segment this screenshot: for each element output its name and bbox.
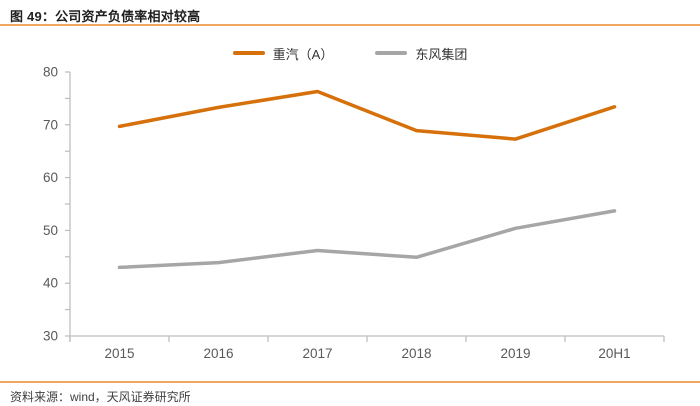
legend-swatch-1 (375, 51, 408, 55)
line-chart: 30 40 50 60 70 80 2015 2016 2017 2018 2019 20H1 (43, 65, 665, 361)
x-axis-label: 2016 (203, 346, 233, 361)
y-axis-label: 40 (43, 276, 58, 291)
series-line-1 (117, 209, 617, 270)
y-axis-label: 30 (43, 329, 58, 344)
footer-divider-line (0, 381, 700, 383)
y-axis-label: 60 (43, 170, 58, 185)
legend-label-0: 重汽（A） (272, 46, 334, 62)
figure-title: 图 49：公司资产负债率相对较高 (10, 9, 201, 24)
x-axis-label: 2017 (302, 346, 332, 361)
legend-label-1: 东风集团 (415, 46, 468, 62)
source-note: 资料来源：wind，天风证券研究所 (10, 390, 191, 404)
legend-item-0: 重汽（A） (232, 44, 334, 63)
legend-item-1: 东风集团 (375, 44, 467, 63)
y-axis-label: 50 (43, 223, 58, 238)
x-axis-label: 2015 (104, 346, 134, 361)
series-line-0 (117, 89, 617, 141)
y-axis-label: 80 (43, 65, 58, 80)
x-axis-label: 2018 (401, 346, 431, 361)
legend-swatch-0 (232, 51, 265, 55)
x-axis-label: 20H1 (598, 346, 630, 361)
title-divider-line (0, 24, 700, 26)
chart-legend: 重汽（A） 东风集团 (0, 44, 700, 62)
x-axis-label: 2019 (500, 346, 530, 361)
y-axis-label: 70 (43, 117, 58, 132)
